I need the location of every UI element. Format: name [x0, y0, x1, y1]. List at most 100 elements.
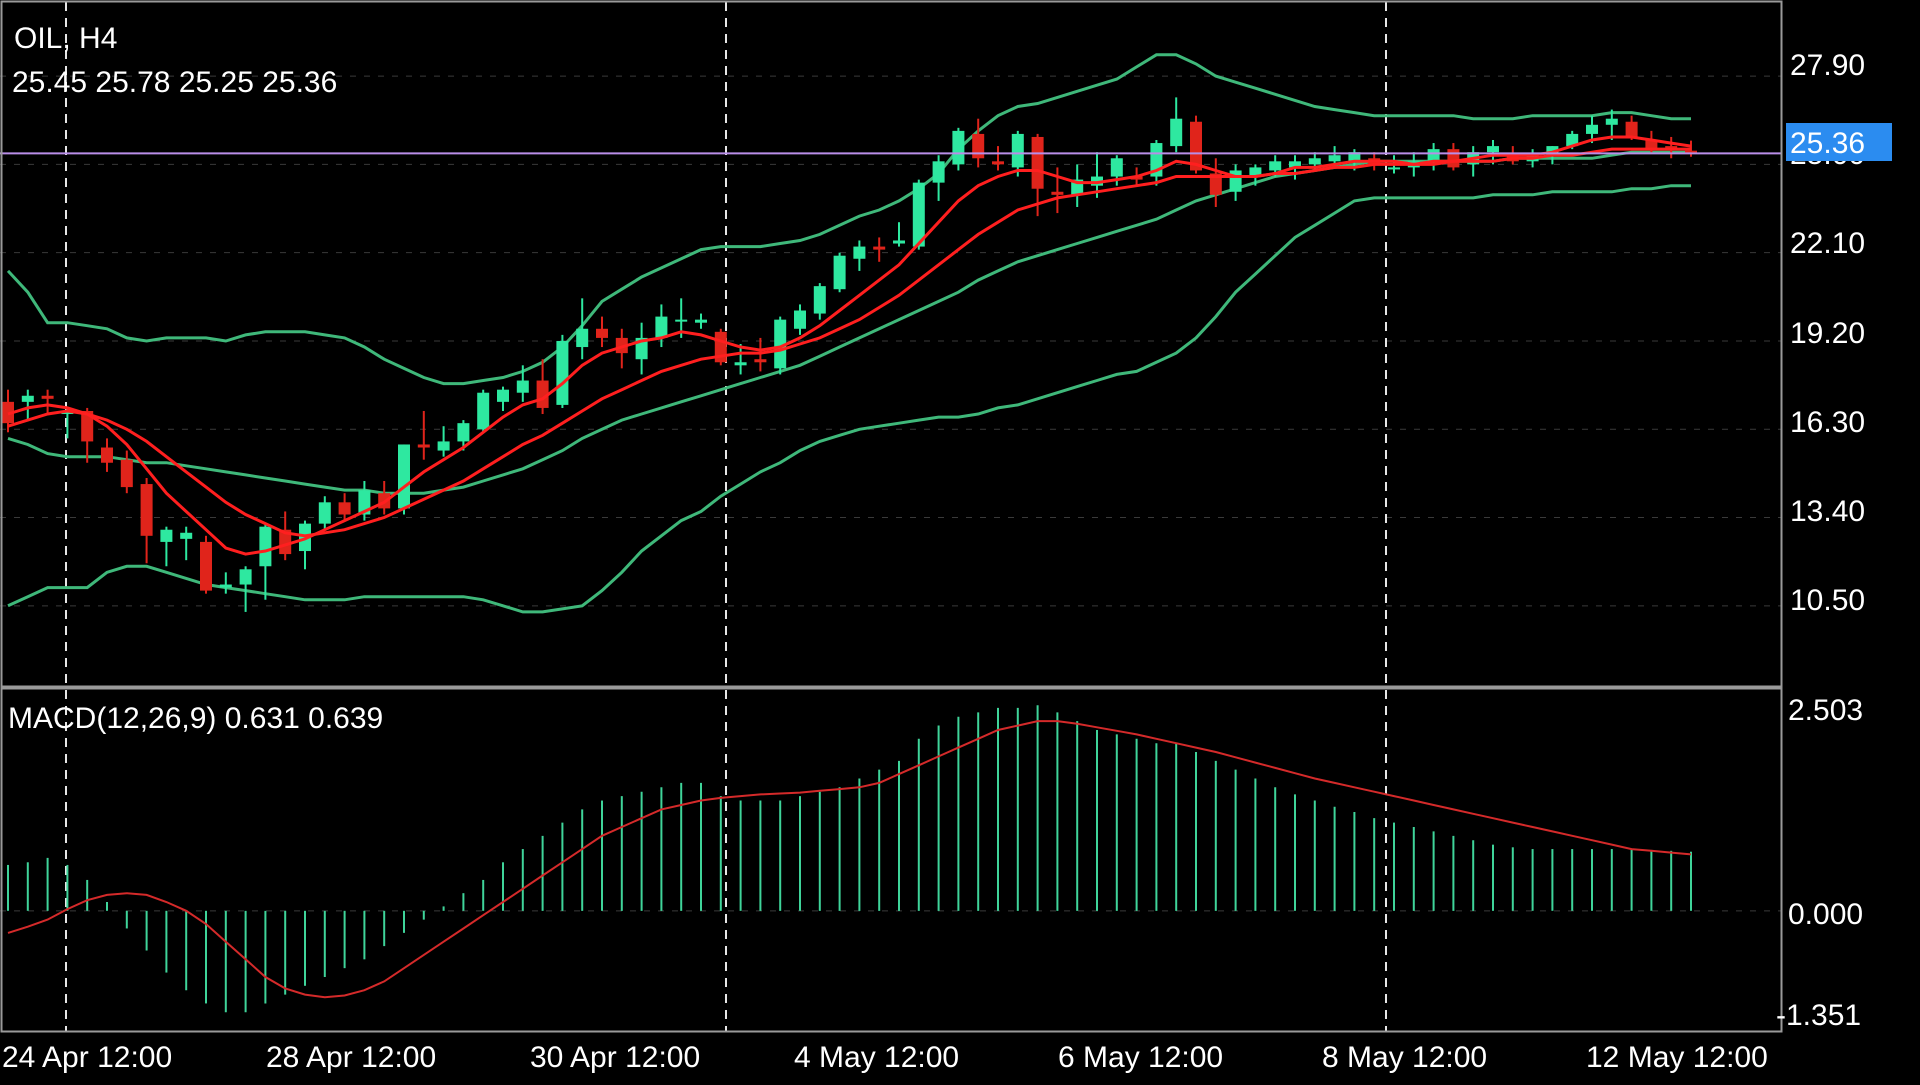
- candle-body: [338, 502, 351, 515]
- candle: [338, 493, 351, 521]
- candle-body: [477, 392, 490, 430]
- candle-body: [1427, 149, 1440, 162]
- candle: [279, 511, 292, 561]
- candle-body: [41, 395, 54, 399]
- candle: [101, 438, 113, 472]
- candle: [655, 304, 668, 348]
- candle: [556, 334, 569, 408]
- candle-body: [1110, 158, 1123, 177]
- time-tick-label: 8 May 12:00: [1322, 1041, 1487, 1074]
- price-tick-label: 13.40: [1790, 495, 1865, 528]
- candle-body: [1031, 136, 1044, 189]
- candle-body: [813, 286, 826, 314]
- candle-body: [279, 529, 292, 555]
- candle-body: [21, 395, 34, 402]
- candle-body: [259, 526, 272, 567]
- candle-body: [893, 240, 905, 244]
- symbol-label: OIL, H4: [14, 22, 117, 55]
- candle: [516, 365, 529, 402]
- candle-body: [675, 319, 688, 322]
- time-tick-label: 6 May 12:00: [1058, 1041, 1223, 1074]
- candle: [437, 426, 450, 457]
- candle: [21, 389, 34, 421]
- candle-body: [140, 484, 153, 536]
- candle: [239, 566, 252, 612]
- candle: [873, 237, 886, 262]
- candle: [1605, 109, 1618, 141]
- candles: [2, 97, 1697, 612]
- candle-body: [1051, 191, 1064, 195]
- candle-body: [932, 161, 945, 183]
- candle-body: [1328, 155, 1341, 162]
- candle-body: [576, 328, 589, 348]
- candle: [41, 389, 54, 415]
- candle-body: [556, 340, 569, 405]
- candle-body: [1269, 161, 1282, 171]
- candle-body: [1130, 176, 1143, 180]
- time-tick-label: 28 Apr 12:00: [266, 1041, 436, 1074]
- current-price-tag: 25.36: [1786, 123, 1892, 161]
- candle-body: [180, 532, 193, 539]
- candle-body: [992, 161, 1004, 165]
- bollinger-lower-line: [7, 184, 1691, 614]
- candle-body: [457, 423, 470, 442]
- macd-axis: 2.503 0.000 -1.351: [1776, 694, 1863, 1032]
- candle: [140, 477, 153, 564]
- candle-body: [120, 459, 133, 488]
- candle-body: [734, 362, 747, 366]
- candle-body: [912, 182, 925, 247]
- price-tick-label: 27.90: [1790, 49, 1865, 82]
- candle-body: [81, 410, 94, 442]
- time-tick-label: 30 Apr 12:00: [530, 1041, 700, 1074]
- candle-body: [833, 255, 846, 290]
- candle: [695, 313, 707, 329]
- candle-body: [1011, 133, 1024, 168]
- candle-body: [398, 444, 410, 509]
- candle-body: [1190, 121, 1202, 171]
- candle-body: [1289, 161, 1301, 168]
- candle: [358, 481, 371, 521]
- candle-body: [1645, 140, 1658, 150]
- candle: [754, 337, 767, 372]
- candle: [813, 283, 826, 320]
- candle: [417, 410, 430, 460]
- bollinger-bands: [6, 53, 1691, 614]
- candle: [180, 526, 193, 561]
- candle: [714, 328, 727, 366]
- candle: [200, 535, 212, 594]
- candle-body: [1249, 167, 1262, 177]
- candle: [992, 146, 1004, 171]
- candle-body: [200, 541, 212, 591]
- candle: [81, 407, 94, 463]
- candle: [497, 386, 509, 411]
- price-tick-label: 16.30: [1790, 406, 1865, 439]
- candle: [853, 240, 866, 271]
- candle-body: [1308, 158, 1321, 165]
- candle: [259, 523, 272, 600]
- macd-tick-label: 0.000: [1788, 898, 1863, 931]
- macd-tick-label: 2.503: [1788, 694, 1863, 727]
- candle-body: [516, 380, 529, 393]
- macd-label: MACD(12,26,9) 0.631 0.639: [8, 702, 383, 735]
- candle-body: [873, 246, 886, 250]
- current-price-tag-bg: [1786, 123, 1892, 161]
- candle: [893, 222, 905, 247]
- candle-body: [952, 130, 965, 165]
- candle-body: [239, 569, 252, 585]
- candle-body: [1447, 149, 1460, 168]
- candle-body: [1388, 167, 1400, 170]
- macd-signal-polyline: [7, 720, 1692, 999]
- candle: [1209, 158, 1222, 207]
- candle-body: [101, 447, 113, 463]
- candle: [457, 420, 470, 451]
- candle-body: [1625, 121, 1638, 137]
- candle: [952, 127, 965, 171]
- price-tick-label: 10.50: [1790, 584, 1865, 617]
- time-tick-label: 4 May 12:00: [794, 1041, 959, 1074]
- candle: [398, 444, 410, 515]
- candle-body: [1170, 118, 1183, 147]
- candle-body: [437, 441, 450, 451]
- candle: [576, 298, 589, 360]
